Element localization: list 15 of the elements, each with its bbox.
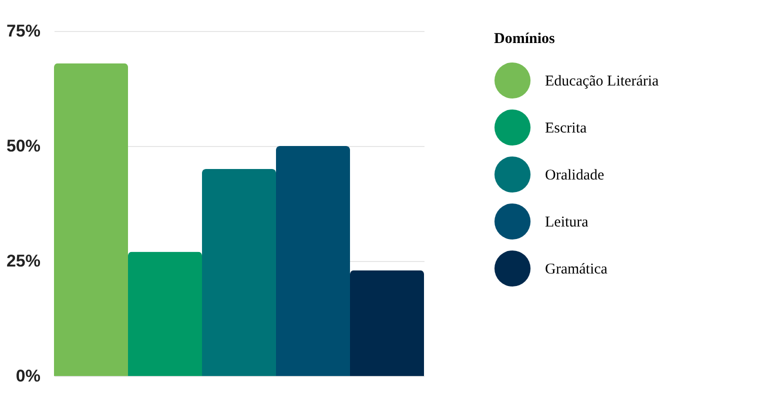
y-tick-label: 50% (6, 136, 40, 156)
legend-label: Leitura (545, 214, 589, 230)
bar (54, 63, 128, 376)
y-tick-label: 25% (6, 252, 40, 270)
legend-label: Escrita (545, 120, 587, 136)
y-tick-label: 75% (6, 22, 40, 40)
y-tick-label: 0% (16, 366, 40, 386)
legend-title: Domínios (494, 31, 556, 47)
legend-label: Gramática (545, 262, 608, 278)
bar (202, 169, 276, 376)
bar (350, 270, 424, 376)
bar (276, 146, 350, 376)
bar (128, 252, 202, 376)
legend-label: Educação Literária (545, 74, 660, 90)
legend-label: Oralidade (545, 168, 604, 184)
